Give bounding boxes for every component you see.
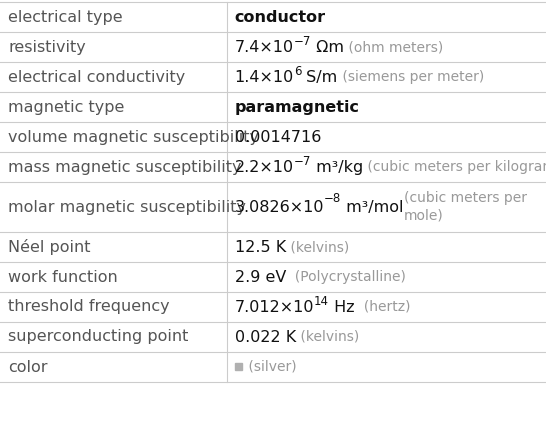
Text: 7.4×10: 7.4×10 — [235, 39, 294, 55]
Text: −8: −8 — [324, 192, 341, 204]
Text: 6: 6 — [294, 65, 301, 78]
Text: 0.0014716: 0.0014716 — [235, 129, 321, 145]
Text: 2.2×10: 2.2×10 — [235, 159, 294, 175]
Text: (siemens per meter): (siemens per meter) — [337, 70, 484, 84]
Text: 14: 14 — [314, 295, 329, 308]
Text: −7: −7 — [294, 35, 311, 48]
Text: m³/mol: m³/mol — [341, 200, 404, 214]
Text: electrical conductivity: electrical conductivity — [8, 69, 185, 85]
Text: 1.4×10: 1.4×10 — [235, 69, 294, 85]
Text: threshold frequency: threshold frequency — [8, 299, 170, 314]
Text: work function: work function — [8, 269, 118, 285]
Text: (cubic meters per kilogram): (cubic meters per kilogram) — [363, 160, 546, 174]
Text: (Polycrystalline): (Polycrystalline) — [286, 270, 406, 284]
Text: superconducting point: superconducting point — [8, 330, 188, 344]
Text: mass magnetic susceptibility: mass magnetic susceptibility — [8, 159, 241, 175]
Text: Néel point: Néel point — [8, 239, 91, 255]
Text: electrical type: electrical type — [8, 9, 123, 25]
Text: 7.012×10: 7.012×10 — [235, 299, 314, 314]
Text: S/m: S/m — [301, 69, 337, 85]
Text: (hertz): (hertz) — [355, 300, 410, 314]
Text: (kelvins): (kelvins) — [296, 330, 359, 344]
Text: (ohm meters): (ohm meters) — [344, 40, 443, 54]
Text: m³/kg: m³/kg — [311, 159, 363, 175]
Text: magnetic type: magnetic type — [8, 99, 124, 115]
Text: Ωm: Ωm — [311, 39, 344, 55]
Bar — [235, 363, 241, 371]
Text: molar magnetic susceptibility: molar magnetic susceptibility — [8, 200, 246, 214]
Text: volume magnetic susceptibility: volume magnetic susceptibility — [8, 129, 259, 145]
Text: −7: −7 — [294, 155, 311, 168]
Text: mole): mole) — [404, 209, 443, 223]
Text: resistivity: resistivity — [8, 39, 86, 55]
Text: conductor: conductor — [235, 9, 326, 25]
Text: color: color — [8, 360, 48, 374]
Text: 3.0826×10: 3.0826×10 — [235, 200, 324, 214]
Text: Hz: Hz — [329, 299, 355, 314]
Text: 12.5 K: 12.5 K — [235, 239, 286, 255]
Text: paramagnetic: paramagnetic — [235, 99, 360, 115]
Text: (cubic meters per: (cubic meters per — [404, 191, 527, 205]
Text: (silver): (silver) — [244, 360, 296, 374]
Text: (kelvins): (kelvins) — [286, 240, 349, 254]
Text: 0.022 K: 0.022 K — [235, 330, 296, 344]
Text: 2.9 eV: 2.9 eV — [235, 269, 286, 285]
